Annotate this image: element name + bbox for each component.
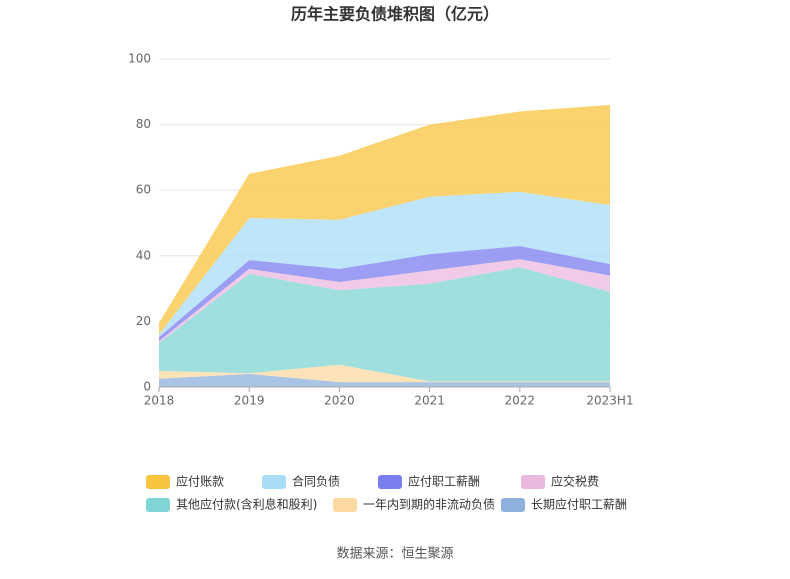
x-tick-label: 2019 (234, 394, 265, 408)
legend-label: 应付职工薪酬 (408, 474, 480, 489)
y-tick-label: 60 (136, 183, 151, 197)
x-tick-label: 2021 (414, 394, 445, 408)
x-tick-label: 2022 (505, 394, 536, 408)
legend-swatch (146, 498, 170, 512)
legend-label: 应付账款 (176, 474, 224, 489)
legend-label: 其他应付款(含利息和股利) (176, 497, 317, 512)
area (159, 373, 610, 387)
legend-label: 长期应付职工薪酬 (531, 497, 627, 512)
area (159, 104, 610, 335)
legend-label: 应交税费 (551, 474, 599, 489)
y-tick-label: 80 (136, 117, 151, 131)
source-note: 数据来源：恒生聚源 (336, 547, 453, 562)
area (159, 267, 610, 382)
area (159, 364, 610, 383)
legend-swatch (521, 475, 545, 489)
y-tick-label: 0 (143, 380, 151, 394)
legend-swatch (501, 498, 525, 512)
y-tick-label: 20 (136, 314, 151, 328)
x-tick-label: 2020 (324, 394, 355, 408)
legend-swatch (146, 475, 170, 489)
y-tick-label: 40 (136, 248, 151, 262)
chart-title: 历年主要负债堆积图（亿元） (291, 5, 499, 24)
x-tick-label: 2018 (144, 394, 175, 408)
y-tick-label: 100 (128, 52, 151, 66)
legend-swatch (333, 498, 357, 512)
legend-swatch (378, 475, 402, 489)
legend-label: 一年内到期的非流动负债 (363, 497, 495, 512)
legend-label: 合同负债 (292, 474, 340, 489)
x-tick-label: 2023H1 (586, 394, 633, 408)
area (159, 245, 610, 342)
area (159, 191, 610, 338)
area (159, 259, 610, 344)
legend-swatch (262, 475, 286, 489)
